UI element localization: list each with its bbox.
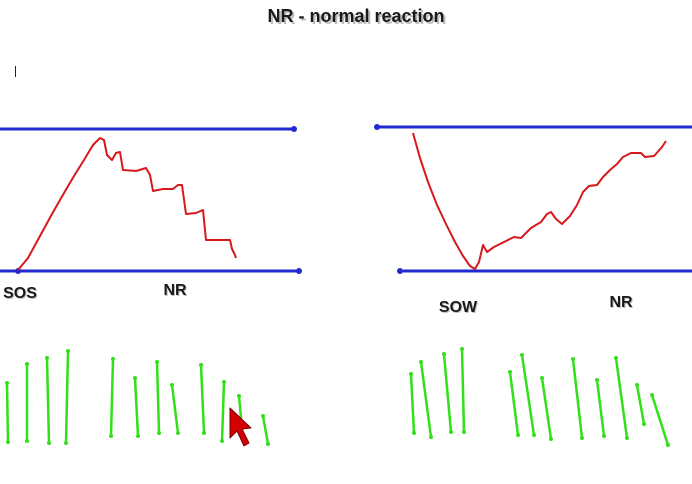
right-volume-bar xyxy=(460,348,466,433)
left-volume-bar-endpoint xyxy=(109,434,113,438)
left-volume-bar-endpoint xyxy=(45,356,49,360)
left-volume-bar-endpoint xyxy=(25,362,29,366)
left-volume-bar xyxy=(220,381,226,442)
right-volume-bar xyxy=(409,373,416,434)
left-volume-bar-endpoint xyxy=(155,360,159,364)
right-volume-bar xyxy=(442,353,453,433)
left-volume-bar-endpoint xyxy=(64,441,68,445)
left-volume-bar-endpoint xyxy=(66,349,70,353)
right-volume-bar-endpoint xyxy=(508,370,512,374)
left-volume-bar xyxy=(5,382,10,443)
left-volume-bar-endpoint xyxy=(222,380,226,384)
right-volume-bar-endpoint xyxy=(614,356,618,360)
left-volume-bar-endpoint xyxy=(220,439,224,443)
sow-label: SOW xyxy=(439,299,478,316)
right-volume-bar xyxy=(571,358,584,439)
mouse-pointer-icon xyxy=(229,407,252,447)
left-volume-bars xyxy=(5,349,270,446)
right-volume-bar-endpoint xyxy=(602,434,606,438)
right-volume-bar-endpoint xyxy=(442,352,446,356)
right-volume-bar-endpoint xyxy=(460,347,464,351)
right-volume-bar-endpoint xyxy=(540,376,544,380)
diagram-title: NR - normal reaction xyxy=(267,6,444,26)
left-nr-label: NR xyxy=(163,282,187,299)
right-volume-bar-endpoint xyxy=(549,437,553,441)
right-volume-bar-endpoint xyxy=(571,357,575,361)
right-resistance-endpoint xyxy=(374,124,380,130)
left-volume-bar-endpoint xyxy=(237,394,241,398)
right-volume-bar xyxy=(520,354,536,436)
right-volume-bar-endpoint xyxy=(429,435,433,439)
left-resistance-endpoint xyxy=(291,126,297,132)
left-volume-bar-endpoint xyxy=(5,381,9,385)
left-volume-bar xyxy=(199,364,206,434)
left-volume-bar xyxy=(133,377,140,437)
right-volume-bar-endpoint xyxy=(409,372,413,376)
left-volume-bar-endpoint xyxy=(266,442,270,446)
left-panel: SOS SOS NR NR xyxy=(0,126,302,446)
right-volume-bar-endpoint xyxy=(516,433,520,437)
right-volume-bar-endpoint xyxy=(462,430,466,434)
left-volume-bar-endpoint xyxy=(133,376,137,380)
left-volume-bar xyxy=(261,415,270,445)
title-shadow: NR - normal reaction xyxy=(269,8,446,28)
left-volume-bar-endpoint xyxy=(202,431,206,435)
left-volume-bar xyxy=(170,384,180,434)
left-volume-bar xyxy=(64,350,70,444)
right-volume-bar xyxy=(650,394,670,446)
left-volume-bar-endpoint xyxy=(170,383,174,387)
right-volume-bar-endpoint xyxy=(666,443,670,447)
right-volume-bars xyxy=(409,347,670,447)
right-volume-bar xyxy=(614,357,629,439)
right-volume-bar-endpoint xyxy=(625,436,629,440)
sos-label: SOS xyxy=(3,285,37,302)
right-nr-label-shadow: NR xyxy=(610,295,634,312)
left-volume-bar-endpoint xyxy=(6,440,10,444)
text-cursor-icon xyxy=(15,66,16,77)
right-volume-bar-endpoint xyxy=(449,430,453,434)
left-volume-bar-endpoint xyxy=(199,363,203,367)
right-volume-bar-endpoint xyxy=(580,436,584,440)
left-volume-bar xyxy=(45,357,51,444)
right-volume-bar-endpoint xyxy=(642,422,646,426)
left-volume-bar-endpoint xyxy=(157,431,161,435)
left-volume-bar-endpoint xyxy=(261,414,265,418)
sos-label-shadow: SOS xyxy=(4,286,38,303)
left-volume-bar-endpoint xyxy=(176,431,180,435)
left-nr-label-shadow: NR xyxy=(164,283,188,300)
right-price-path xyxy=(412,132,667,270)
left-volume-bar xyxy=(109,358,115,437)
right-panel: SOW SOW NR NR xyxy=(374,124,692,447)
right-volume-bar-endpoint xyxy=(650,393,654,397)
right-volume-bar-endpoint xyxy=(412,431,416,435)
left-volume-bar-endpoint xyxy=(25,439,29,443)
right-volume-bar xyxy=(419,361,433,438)
right-volume-bar xyxy=(635,384,646,425)
right-nr-label: NR xyxy=(609,294,633,311)
right-volume-bar xyxy=(595,379,606,437)
left-volume-bar-endpoint xyxy=(111,357,115,361)
left-volume-bar xyxy=(155,361,161,434)
left-price-path xyxy=(17,137,237,271)
left-support-endpoint xyxy=(296,268,302,274)
right-volume-bar-endpoint xyxy=(520,353,524,357)
right-volume-bar-endpoint xyxy=(635,383,639,387)
right-volume-bar xyxy=(540,377,553,440)
left-volume-bar-endpoint xyxy=(136,434,140,438)
left-volume-bar-endpoint xyxy=(47,441,51,445)
right-volume-bar xyxy=(508,371,520,436)
right-volume-bar-endpoint xyxy=(532,433,536,437)
right-volume-bar-endpoint xyxy=(419,360,423,364)
right-support-endpoint xyxy=(397,268,403,274)
sow-label-shadow: SOW xyxy=(440,300,479,317)
right-volume-bar-endpoint xyxy=(595,378,599,382)
